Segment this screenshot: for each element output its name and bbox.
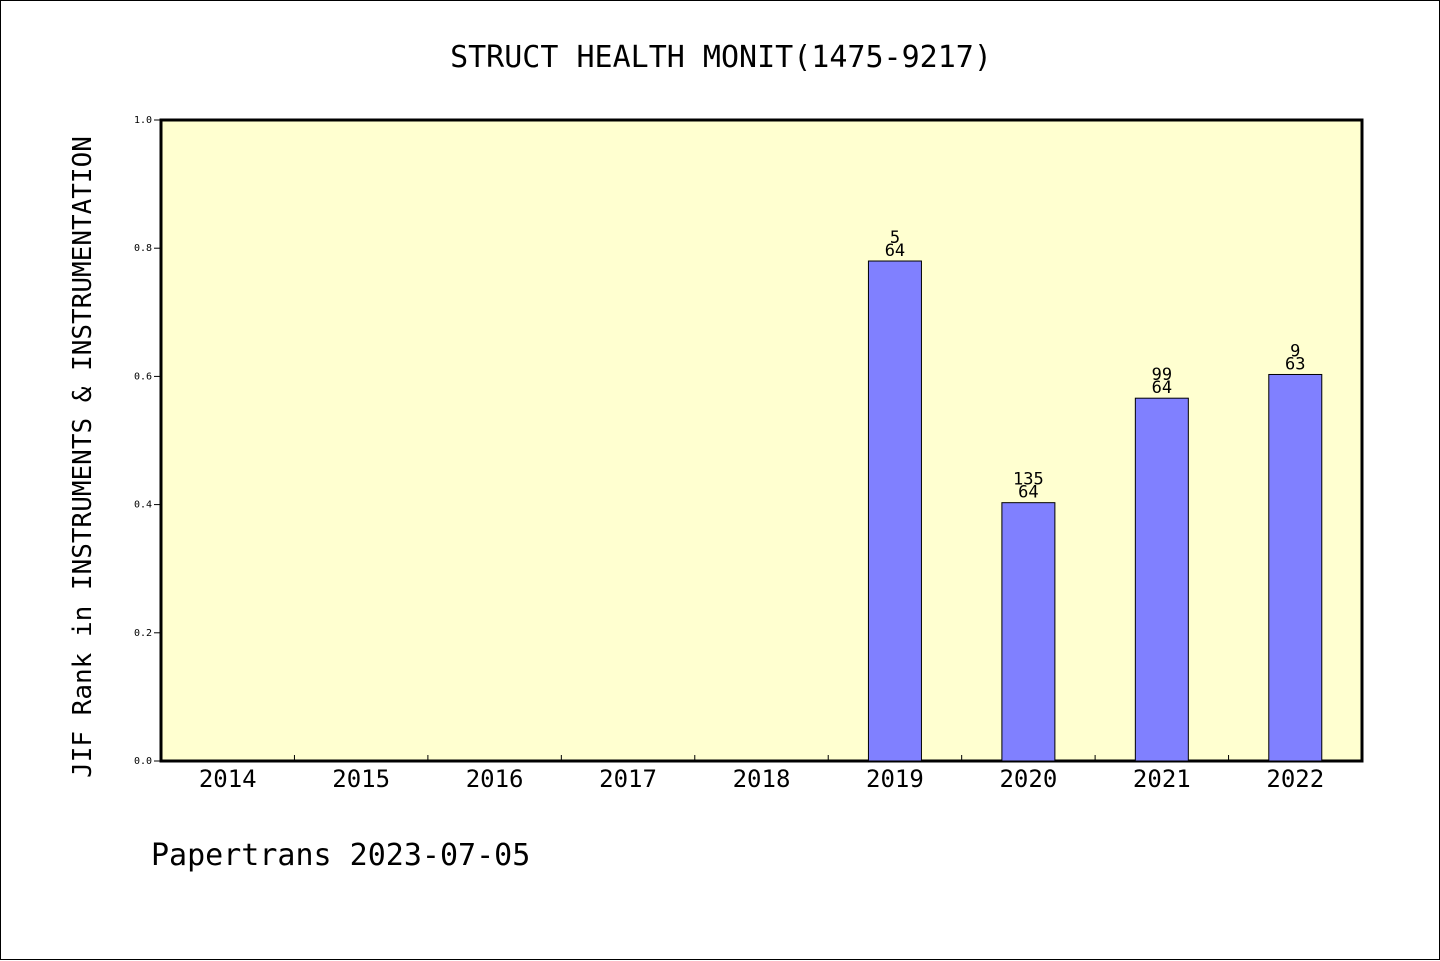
bar-rank-label: 99 bbox=[1152, 365, 1172, 385]
y-axis-ticks: 0.0 0.2 0.4 0.6 0.8 1.0 bbox=[134, 115, 161, 767]
x-tick-label: 2015 bbox=[332, 765, 390, 793]
x-tick-label: 2021 bbox=[1133, 765, 1191, 793]
x-tick-label: 2022 bbox=[1266, 765, 1324, 793]
y-tick-label: 0.0 bbox=[134, 756, 152, 767]
bar-rank-label: 135 bbox=[1013, 470, 1044, 490]
x-tick-label: 2020 bbox=[999, 765, 1057, 793]
y-tick-label: 0.8 bbox=[134, 243, 152, 254]
bars bbox=[867, 260, 1323, 762]
bar-rank-label: 9 bbox=[1290, 341, 1300, 361]
bar-2021 bbox=[1134, 397, 1189, 762]
y-tick-label: 0.2 bbox=[134, 628, 152, 639]
bar-2020 bbox=[1001, 502, 1056, 762]
bar-total-label: 64 bbox=[1152, 378, 1172, 398]
y-tick-label: 0.6 bbox=[134, 371, 152, 382]
bar-total-label: 63 bbox=[1285, 354, 1305, 374]
x-tick-label: 2014 bbox=[199, 765, 257, 793]
y-tick-label: 0.4 bbox=[134, 500, 152, 511]
chart-title: STRUCT HEALTH MONIT(1475-9217) bbox=[450, 40, 992, 75]
bar-2022 bbox=[1268, 373, 1323, 762]
bar-total-label: 64 bbox=[1018, 483, 1038, 503]
x-tick-label: 2018 bbox=[733, 765, 791, 793]
bar-2019 bbox=[867, 260, 922, 762]
y-tick-label: 1.0 bbox=[134, 115, 152, 126]
footer-credit: Papertrans 2023-07-05 bbox=[151, 838, 530, 873]
y-axis-label: JIF Rank in INSTRUMENTS & INSTRUMENTATIO… bbox=[68, 136, 98, 778]
x-tick-label: 2019 bbox=[866, 765, 924, 793]
bar-rank-label: 5 bbox=[890, 228, 900, 248]
x-tick-label: 2017 bbox=[599, 765, 657, 793]
bar-total-label: 64 bbox=[885, 241, 905, 261]
x-tick-label: 2016 bbox=[466, 765, 524, 793]
x-axis-ticks: 2014 2015 2016 2017 2018 2019 2020 2021 2022 bbox=[199, 755, 1324, 793]
